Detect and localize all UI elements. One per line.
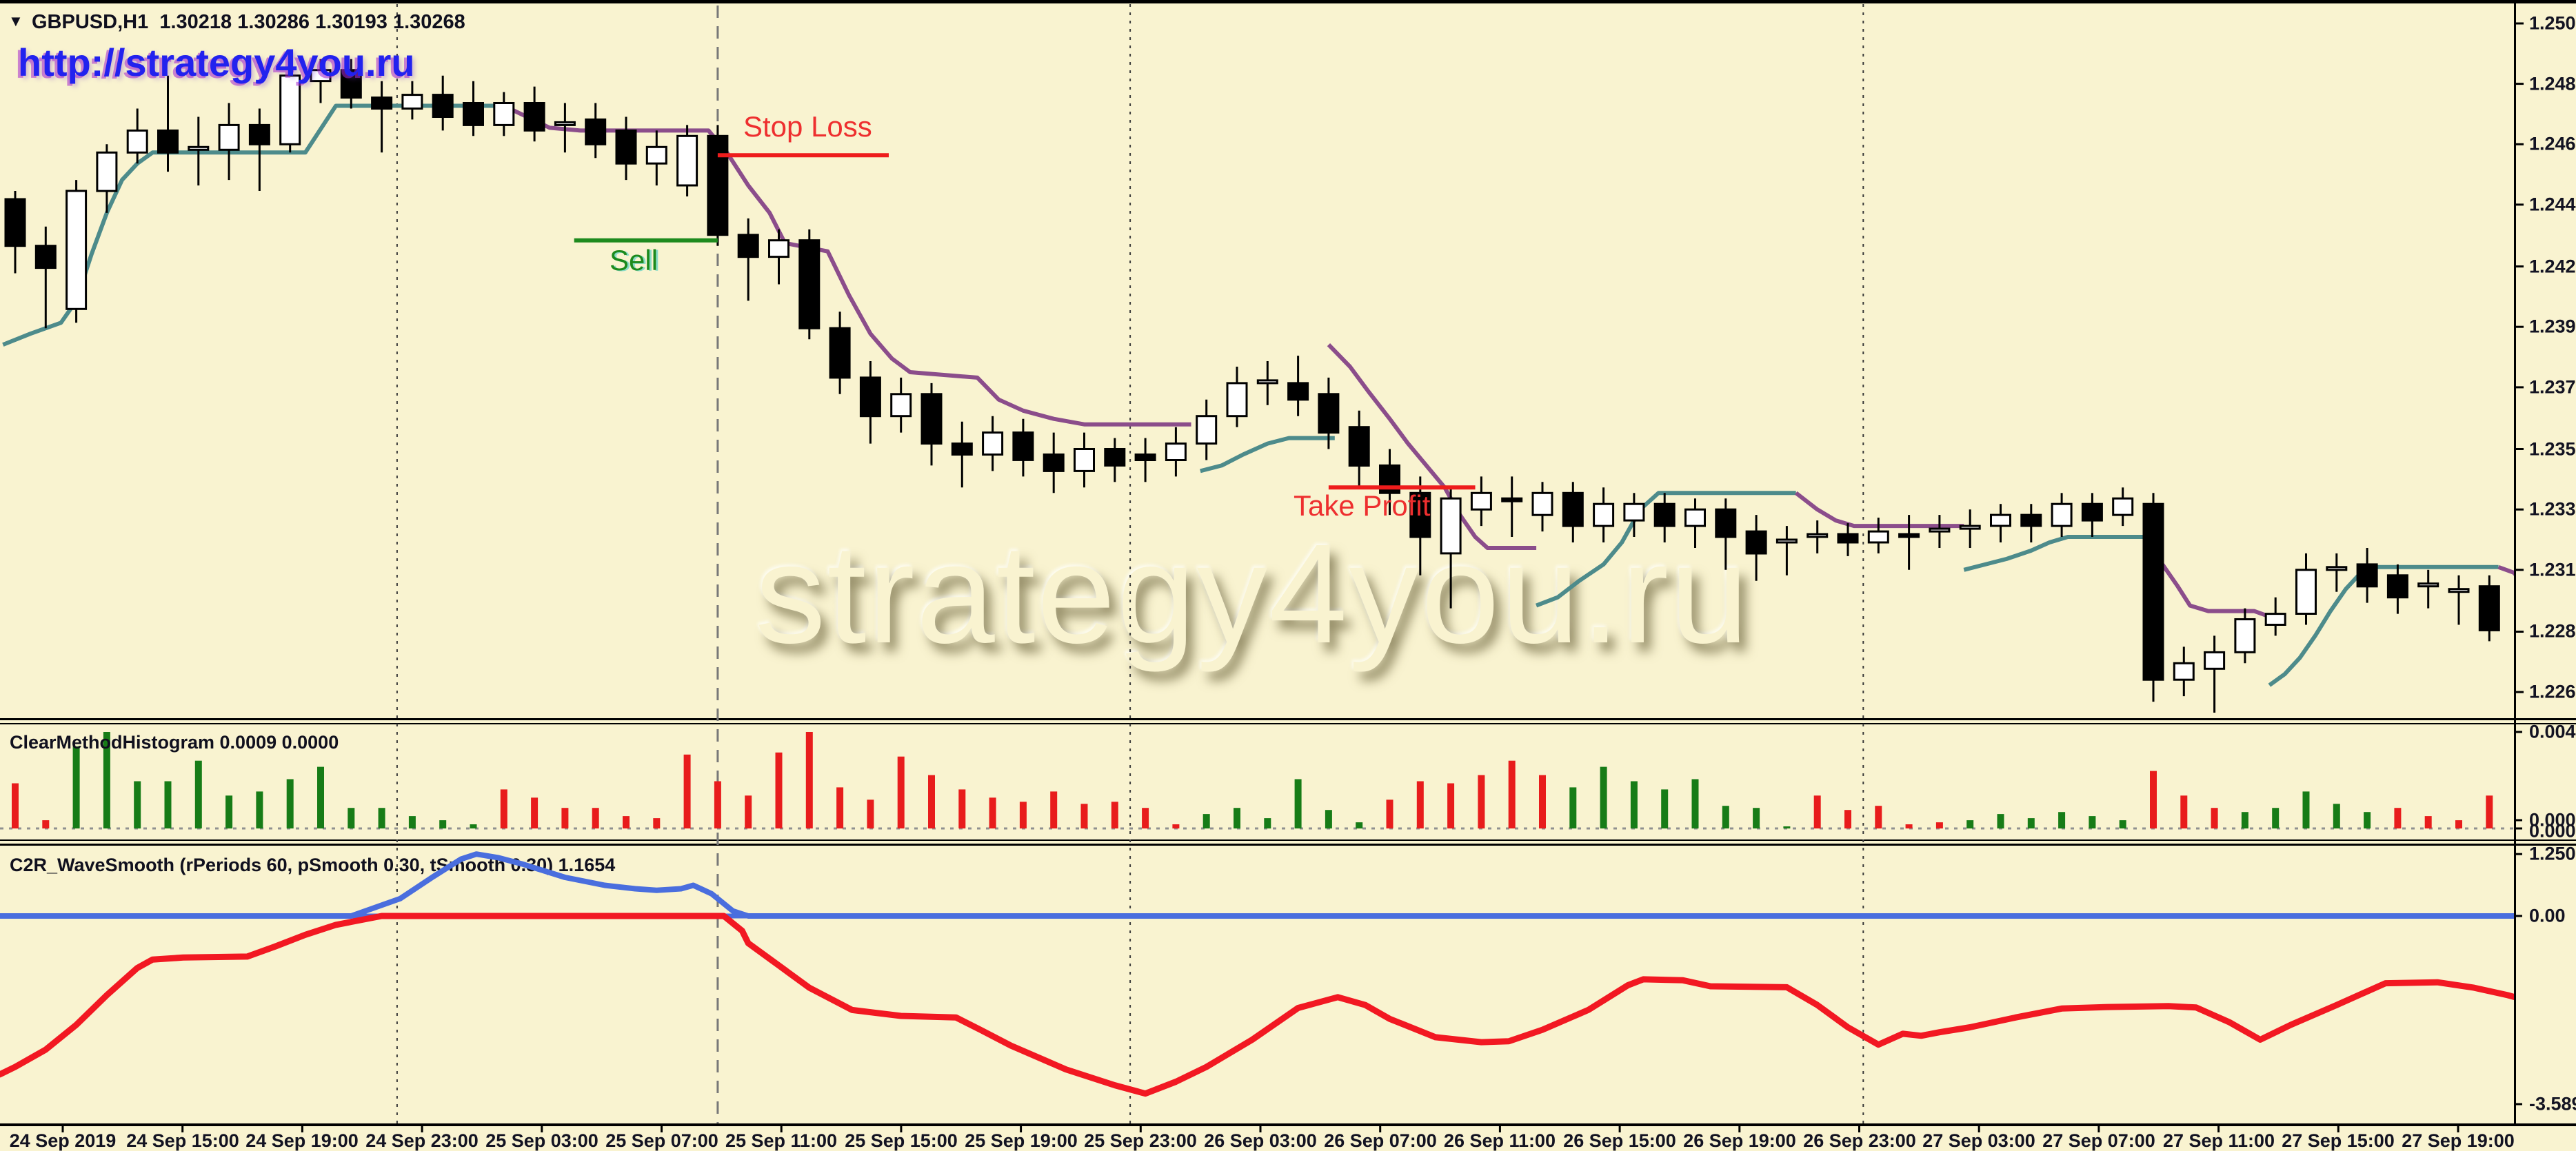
time-tick-label[interactable]: 26 Sep 15:00 [1563, 1130, 1676, 1151]
time-tick-label[interactable]: 24 Sep 15:00 [126, 1130, 239, 1151]
symbol-dropdown-arrow-icon[interactable]: ▼ [8, 12, 23, 30]
time-tick-label[interactable]: 25 Sep 07:00 [605, 1130, 718, 1151]
trade-level-lines[interactable] [574, 153, 1476, 490]
price-tick-label: 1.23100 [2529, 559, 2576, 580]
stop-loss-label: Stop Loss [743, 110, 872, 143]
time-tick-label[interactable]: 24 Sep 23:00 [365, 1130, 479, 1151]
ohlc-values: 1.30218 1.30286 1.30193 1.30268 [159, 11, 465, 33]
price-tick-label: 1.23765 [2529, 376, 2576, 398]
time-tick-label[interactable]: 27 Sep 19:00 [2402, 1130, 2515, 1151]
panel-borders [0, 1, 2576, 1126]
time-tick-label[interactable]: 25 Sep 03:00 [485, 1130, 598, 1151]
wave-max-label: 1.2508 [2529, 843, 2576, 864]
wave-zero-label: 0.00 [2529, 905, 2566, 926]
time-tick-label[interactable]: 26 Sep 19:00 [1683, 1130, 1796, 1151]
histogram-zero-label: 0.0000 [2529, 820, 2576, 842]
symbol-period-label: GBPUSD,H1 [32, 11, 149, 33]
take-profit-label: Take Profit [1294, 489, 1431, 522]
sell-label: Sell [610, 244, 658, 276]
price-tick-label: 1.23985 [2529, 316, 2576, 337]
time-tick-label[interactable]: 25 Sep 19:00 [965, 1130, 1078, 1151]
price-tick-label: 1.24870 [2529, 73, 2576, 94]
axis-ticks [61, 22, 2524, 1132]
time-tick-label[interactable]: 25 Sep 23:00 [1084, 1130, 1197, 1151]
chart-title: GBPUSD,H1 1.30218 1.30286 1.30193 1.3026… [32, 11, 465, 34]
price-tick-label: 1.24430 [2529, 194, 2576, 215]
histogram-panel-title: ClearMethodHistogram 0.0009 0.0000 [10, 732, 339, 753]
watermark-text: strategy4you.ru [755, 515, 1750, 673]
time-tick-label[interactable]: 25 Sep 15:00 [845, 1130, 958, 1151]
price-tick-label: 1.25090 [2529, 12, 2576, 34]
wave-blue-line [0, 851, 2514, 919]
wave-lines [0, 851, 2514, 1097]
time-tick-label[interactable]: 26 Sep 23:00 [1803, 1130, 1916, 1151]
price-tick-label: 1.22655 [2529, 681, 2576, 702]
time-tick-label[interactable]: 24 Sep 19:00 [245, 1130, 359, 1151]
wave-red-line [0, 913, 2514, 1097]
price-tick-label: 1.24650 [2529, 133, 2576, 154]
time-tick-label[interactable]: 24 Sep 2019 [9, 1130, 117, 1151]
time-tick-label[interactable]: 25 Sep 11:00 [725, 1130, 838, 1151]
url-text-object: http://strategy4you.ru [18, 41, 415, 84]
time-tick-label[interactable]: 26 Sep 03:00 [1204, 1130, 1317, 1151]
time-tick-label[interactable]: 27 Sep 11:00 [2162, 1130, 2275, 1151]
time-tick-label[interactable]: 27 Sep 07:00 [2042, 1130, 2155, 1151]
time-tick-label[interactable]: 26 Sep 11:00 [1443, 1130, 1556, 1151]
histogram-level-label: 0.0002 [2529, 809, 2576, 831]
time-tick-label[interactable]: 26 Sep 07:00 [1324, 1130, 1437, 1151]
candlestick-series [4, 59, 2500, 713]
histogram-bars [12, 732, 2493, 828]
wave-min-label: -3.5894 [2529, 1093, 2576, 1114]
time-tick-label[interactable]: 27 Sep 15:00 [2282, 1130, 2395, 1151]
histogram-max-label: 0.0047 [2529, 721, 2576, 742]
price-tick-label: 1.23320 [2529, 498, 2576, 520]
wave-panel-title: C2R_WaveSmooth (rPeriods 60, pSmooth 0.3… [10, 855, 616, 875]
time-tick-label[interactable]: 27 Sep 03:00 [1922, 1130, 2035, 1151]
price-tick-label: 1.24205 [2529, 256, 2576, 277]
price-tick-label: 1.23540 [2529, 438, 2576, 460]
price-tick-label: 1.22875 [2529, 620, 2576, 642]
